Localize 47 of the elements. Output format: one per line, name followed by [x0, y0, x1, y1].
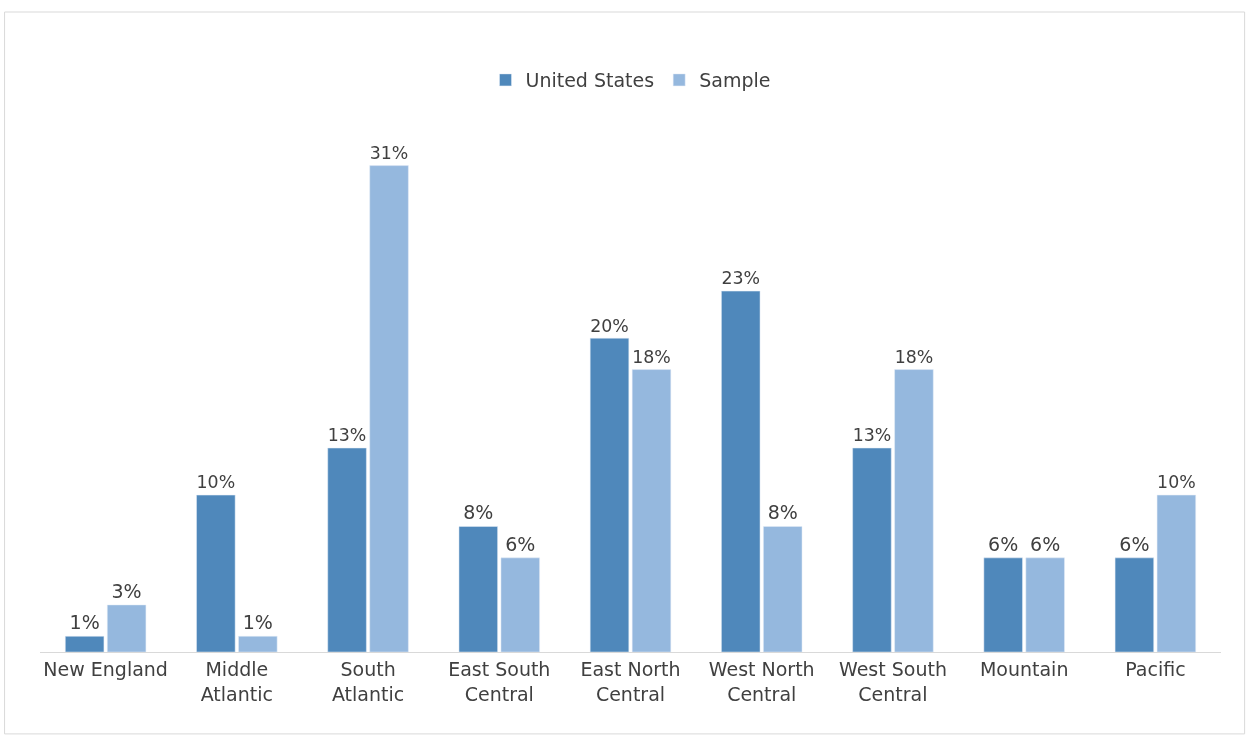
data-label: 31%	[369, 142, 409, 163]
data-label: 6%	[1030, 532, 1061, 555]
bar	[894, 369, 934, 652]
bar	[721, 290, 761, 652]
x-tick-label: Pacific	[1125, 657, 1186, 680]
bar	[65, 636, 105, 652]
x-tick-label: West North Central	[708, 657, 815, 705]
x-tick-label: Middle Atlantic	[200, 657, 273, 705]
bar	[1025, 557, 1065, 652]
data-label: 13%	[327, 425, 367, 446]
x-tick-label: West South Central	[838, 657, 947, 705]
bar	[763, 526, 803, 652]
bar	[458, 526, 498, 652]
bar	[1114, 557, 1154, 652]
bar	[196, 494, 236, 652]
data-label: 6%	[1119, 532, 1150, 555]
legend-label: Sample	[699, 69, 771, 92]
bar	[1156, 494, 1196, 652]
x-tick-label: New England	[43, 657, 168, 680]
data-label: 8%	[463, 501, 494, 524]
data-label: 10%	[1157, 472, 1196, 493]
data-label: 18%	[632, 346, 671, 367]
data-label: 18%	[894, 346, 934, 367]
data-label: 13%	[852, 425, 892, 446]
data-label: 6%	[505, 532, 536, 555]
x-tick-label: South Atlantic	[331, 657, 405, 705]
data-label: 23%	[721, 268, 761, 289]
bar	[631, 369, 672, 652]
bar	[327, 447, 367, 652]
bar	[983, 557, 1023, 652]
x-tick-label: East South Central	[448, 657, 551, 705]
bar	[852, 447, 892, 652]
bar	[369, 165, 409, 652]
legend-label: United States	[525, 69, 655, 92]
x-tick-label: Mountain	[979, 657, 1069, 680]
x-tick-label: East North Central	[580, 657, 681, 705]
data-label: 8%	[767, 501, 798, 524]
data-label: 1%	[69, 611, 100, 634]
data-label: 10%	[196, 472, 236, 493]
bar	[500, 557, 540, 652]
data-label: 3%	[111, 579, 142, 602]
bar	[589, 337, 630, 652]
data-label: 6%	[988, 532, 1019, 555]
bar	[238, 636, 278, 652]
data-label: 1%	[242, 611, 273, 634]
bar	[107, 604, 147, 652]
data-label: 20%	[590, 315, 629, 336]
